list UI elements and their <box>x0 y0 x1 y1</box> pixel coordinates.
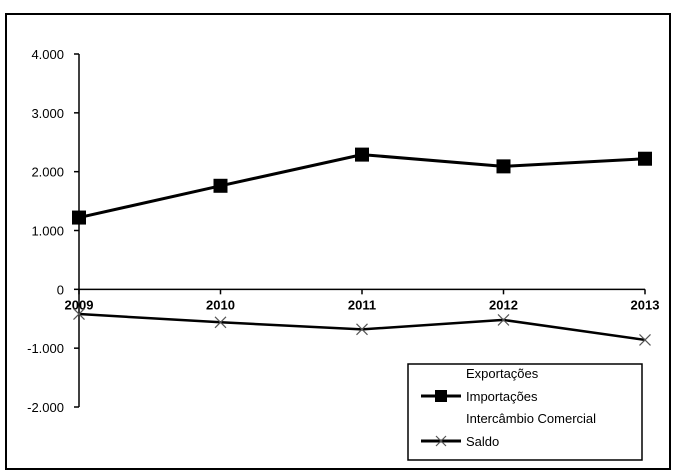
legend-label: Importações <box>466 389 538 404</box>
data-point <box>73 308 85 320</box>
legend: Exportações Importações Intercâmbio Comerc… <box>407 363 643 461</box>
data-point <box>213 178 228 193</box>
data-point <box>497 314 510 326</box>
y-tick-label: 0 <box>57 282 64 297</box>
data-point <box>356 323 368 336</box>
data-point <box>355 147 369 162</box>
data-point <box>72 210 86 225</box>
x-tick-label: 2010 <box>206 297 235 312</box>
y-tick-label: 3.000 <box>31 106 64 121</box>
x-tick-labels: 2009 2010 2011 2012 2013 <box>65 297 660 312</box>
y-tick-label: 2.000 <box>31 165 64 180</box>
series-importa-es <box>72 147 652 225</box>
legend-items: Exportações Importações Intercâmbio Comerc… <box>421 366 596 449</box>
data-point <box>496 159 511 174</box>
x-tick-label: 2013 <box>631 297 660 312</box>
series-layer <box>72 147 652 346</box>
legend-label: Exportações <box>466 366 539 381</box>
x-tick-label: 2012 <box>489 297 518 312</box>
data-point <box>639 334 651 346</box>
series-saldo <box>73 308 651 346</box>
legend-box <box>407 363 643 461</box>
x-tick-label: 2011 <box>348 297 376 312</box>
legend-swatch-marker <box>435 390 447 402</box>
legend-label: Intercâmbio Comercial <box>466 411 596 426</box>
y-tick-label: 4.000 <box>31 47 64 62</box>
y-tick-label: -1.000 <box>27 341 64 356</box>
axes <box>74 53 646 408</box>
y-tick-label: -2.000 <box>27 400 64 415</box>
legend-swatch-marker <box>435 435 447 447</box>
y-tick-labels: 4.000 3.000 2.000 1.000 0 -1.000 -2.000 <box>27 47 64 415</box>
x-tick-label: 2009 <box>65 297 94 312</box>
y-tick-label: 1.000 <box>31 224 64 239</box>
data-point <box>638 151 652 166</box>
legend-label: Saldo <box>466 434 499 449</box>
data-point <box>214 316 227 329</box>
